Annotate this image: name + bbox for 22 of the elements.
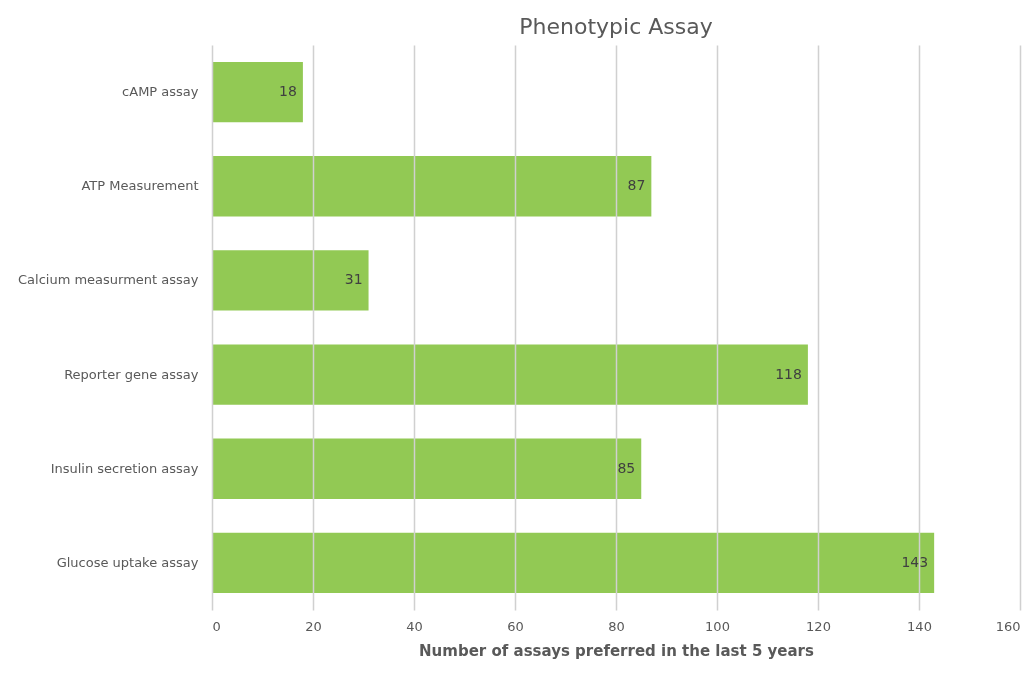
data-label: 31 (344, 271, 363, 288)
y-tick-label: ATP Measurement (81, 178, 199, 194)
x-tick-label: 80 (608, 618, 625, 634)
x-tick-label: 0 (212, 618, 221, 634)
y-tick-label: Glucose uptake assay (56, 554, 199, 570)
y-tick-label: Reporter gene assay (64, 366, 199, 382)
x-tick-label: 20 (305, 618, 322, 634)
y-tick-label: Insulin secretion assay (50, 460, 199, 476)
x-tick-label: 120 (806, 618, 831, 634)
x-tick-label: 60 (507, 618, 524, 634)
data-label: 85 (617, 459, 636, 476)
data-label: 18 (279, 83, 297, 100)
x-tick-label: 100 (705, 618, 730, 634)
x-tick-label: 40 (406, 618, 423, 634)
x-tick-label: 160 (995, 618, 1021, 634)
data-label: 118 (775, 365, 802, 382)
x-tick-label: 140 (907, 618, 932, 634)
chart-title: Phenotypic Assay (519, 14, 713, 39)
y-tick-label: cAMP assay (122, 84, 199, 100)
data-label: 87 (627, 177, 646, 194)
x-axis-title: Number of assays preferred in the last 5 years (419, 641, 814, 660)
y-tick-label: Calcium measurment assay (17, 272, 199, 288)
